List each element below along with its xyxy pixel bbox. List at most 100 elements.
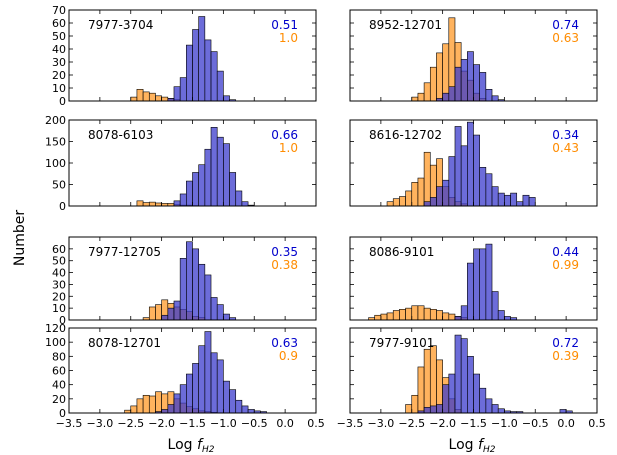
histogram-bar (473, 373, 480, 414)
x-axis-label-right: Log fH2 (449, 437, 496, 455)
histogram-bar (399, 309, 406, 321)
y-tick-label: 10 (52, 82, 66, 95)
histogram-bar (479, 248, 487, 321)
histogram-bar (528, 197, 536, 207)
y-tick-label: 0 (59, 407, 66, 420)
stat-blue: 0.72 (552, 336, 579, 350)
histogram-bar (429, 405, 437, 414)
stat-orange: 1.0 (279, 141, 298, 155)
histogram-bar (223, 313, 230, 321)
histogram-bar (192, 172, 199, 207)
histogram-bar (454, 126, 462, 207)
histogram-bar (405, 190, 413, 207)
histogram-bar (186, 44, 193, 102)
x-tick-label: −2.0 (148, 417, 175, 430)
histogram-bar (167, 404, 175, 414)
histogram-bar (442, 179, 450, 207)
histogram-bar (386, 312, 394, 321)
x-tick-label: −3.0 (87, 417, 114, 430)
histogram-bar (467, 121, 474, 207)
x-tick-label: 0.5 (307, 417, 325, 430)
histogram-bar (161, 314, 169, 321)
y-tick-label: 100 (45, 336, 66, 349)
histogram-bar (161, 96, 169, 102)
svg-text:Log fH2: Log fH2 (168, 437, 215, 455)
histogram-bar (179, 258, 187, 321)
blue-series (161, 241, 237, 321)
histogram-bar (417, 177, 425, 207)
histogram-bar (380, 313, 388, 321)
histogram-bar (210, 51, 218, 102)
y-tick-label: 50 (52, 30, 66, 43)
histogram-bar (436, 52, 443, 102)
blue-series (454, 243, 518, 321)
histogram-bar (436, 404, 443, 414)
histogram-bar (392, 310, 400, 321)
histogram-bar (423, 151, 431, 207)
histogram-bar (186, 241, 193, 321)
panel-label: 7977-3704 (88, 18, 153, 32)
x-tick-label: −1.0 (491, 417, 518, 430)
histogram-bar (198, 345, 206, 414)
stat-orange: 0.9 (279, 349, 298, 363)
y-tick-label: 40 (52, 43, 66, 56)
stat-orange: 0.38 (271, 258, 298, 272)
stat-blue: 0.35 (271, 245, 298, 259)
histogram-bar (516, 201, 524, 207)
histogram-bar (485, 89, 493, 102)
y-tick-label: 120 (45, 322, 66, 335)
y-tick-label: 30 (52, 278, 66, 291)
histogram-bar (374, 314, 382, 321)
histogram-bar (229, 172, 237, 207)
y-tick-label: 80 (52, 350, 66, 363)
histogram-bar (454, 66, 462, 102)
histogram-bar (467, 51, 474, 102)
histogram-bar (479, 72, 487, 102)
histogram-bar (423, 201, 431, 207)
histogram-bar (192, 363, 199, 414)
histogram-bar (448, 156, 456, 207)
histogram-bar (460, 338, 468, 414)
histogram-bar (173, 300, 181, 321)
y-tick-label: 200 (45, 114, 66, 127)
histogram-bar (491, 95, 499, 102)
stat-blue: 0.51 (271, 18, 298, 32)
y-tick-label: 40 (52, 267, 66, 280)
x-axis-label-left: Log fH2 (168, 437, 215, 455)
histogram-bar (216, 70, 224, 102)
stat-blue: 0.34 (552, 128, 579, 142)
histogram-bar (142, 202, 150, 207)
histogram-bar (448, 313, 456, 321)
histogram-bar (485, 173, 493, 207)
histogram-bar (423, 307, 431, 321)
histogram-bar (204, 331, 212, 414)
x-tick-label: −2.5 (398, 417, 425, 430)
y-tick-label: 30 (52, 56, 66, 69)
histogram-bar (411, 305, 419, 321)
histogram-bar (186, 373, 193, 414)
blue-series (155, 331, 267, 414)
histogram-bar (210, 297, 218, 321)
histogram-bar (405, 404, 413, 414)
x-tick-label: 0.0 (557, 417, 575, 430)
histogram-bar (142, 394, 150, 414)
histogram-bar (411, 182, 419, 207)
y-tick-label: 0 (59, 314, 66, 327)
histogram-bar (142, 91, 150, 102)
histogram-bar (423, 348, 431, 414)
histogram-bar (442, 312, 450, 321)
histogram-bar (210, 352, 218, 414)
histogram-bar (423, 407, 431, 414)
x-tick-label: −1.5 (179, 417, 206, 430)
histogram-bar (473, 248, 480, 321)
y-tick-label: 40 (52, 379, 66, 392)
y-axis-label: Number (12, 210, 28, 266)
histogram-bar (148, 395, 156, 414)
stat-orange: 0.39 (552, 349, 579, 363)
stat-orange: 0.43 (552, 141, 579, 155)
y-tick-label: 60 (52, 17, 66, 30)
histogram-bar (429, 197, 437, 207)
histogram-bar (429, 66, 437, 102)
